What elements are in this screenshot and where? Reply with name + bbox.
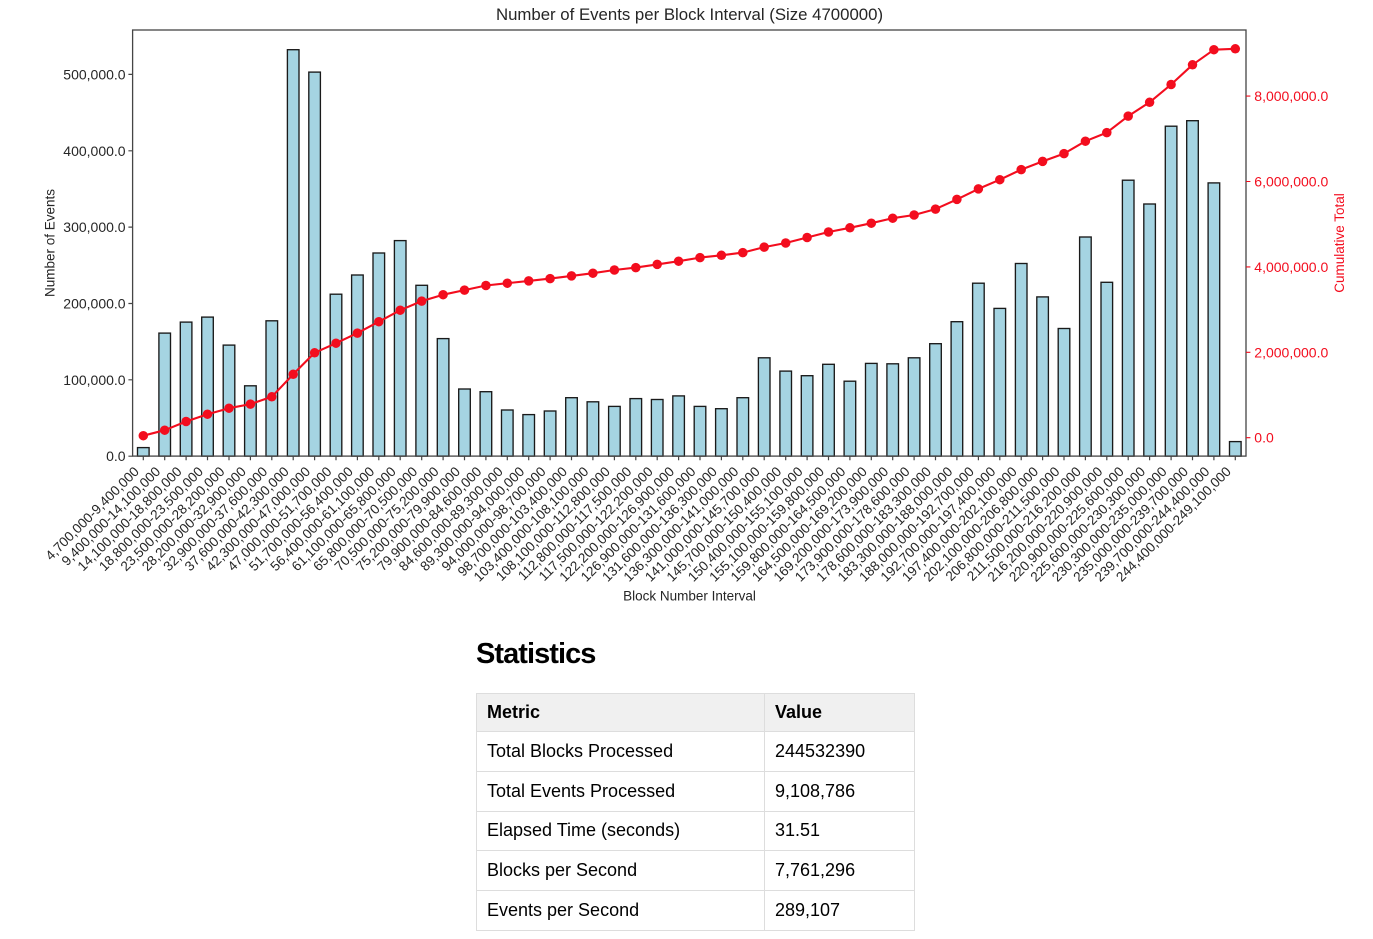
svg-text:Cumulative Total: Cumulative Total xyxy=(1332,193,1347,293)
svg-text:8,000,000.0: 8,000,000.0 xyxy=(1254,88,1328,104)
svg-text:2,000,000.0: 2,000,000.0 xyxy=(1254,344,1328,360)
svg-text:200,000.0: 200,000.0 xyxy=(63,296,125,312)
svg-text:4,000,000.0: 4,000,000.0 xyxy=(1254,259,1328,275)
svg-text:100,000.0: 100,000.0 xyxy=(63,372,125,388)
svg-text:6,000,000.0: 6,000,000.0 xyxy=(1254,174,1328,190)
svg-text:Number of Events per Block Int: Number of Events per Block Interval (Siz… xyxy=(496,5,883,24)
svg-text:0.0: 0.0 xyxy=(106,448,126,464)
svg-text:400,000.0: 400,000.0 xyxy=(63,143,125,159)
svg-text:Block Number Interval: Block Number Interval xyxy=(623,589,756,604)
svg-text:Number of Events: Number of Events xyxy=(43,189,58,297)
svg-text:300,000.0: 300,000.0 xyxy=(63,219,125,235)
svg-text:500,000.0: 500,000.0 xyxy=(63,66,125,82)
svg-text:0.0: 0.0 xyxy=(1254,430,1274,446)
